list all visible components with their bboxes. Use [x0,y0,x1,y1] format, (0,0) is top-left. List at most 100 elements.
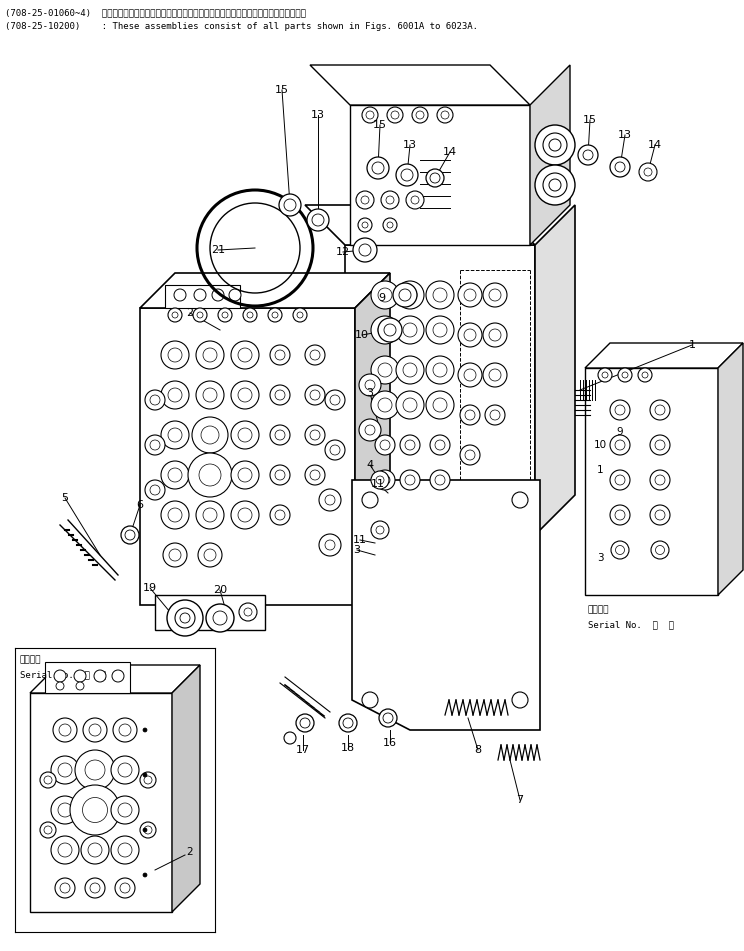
Circle shape [378,398,392,412]
Circle shape [112,670,124,682]
Polygon shape [140,273,390,308]
Circle shape [270,385,290,405]
Circle shape [238,508,252,522]
Circle shape [231,461,259,489]
Circle shape [483,283,507,307]
Circle shape [168,508,182,522]
Polygon shape [305,205,535,245]
Text: 12: 12 [336,247,350,257]
Circle shape [400,435,420,455]
Circle shape [485,405,505,425]
Circle shape [161,421,189,449]
Circle shape [615,510,625,520]
Circle shape [610,505,630,525]
Circle shape [198,543,222,567]
Text: 11: 11 [353,535,367,545]
Circle shape [169,549,181,561]
Circle shape [362,492,378,508]
Circle shape [168,308,182,322]
Polygon shape [172,665,200,912]
Circle shape [284,732,296,744]
Circle shape [231,501,259,529]
Text: 8: 8 [475,745,481,755]
Circle shape [163,543,187,567]
Circle shape [121,526,139,544]
Circle shape [343,718,353,728]
Circle shape [58,803,72,817]
Circle shape [400,470,420,490]
Circle shape [279,194,301,216]
Text: 17: 17 [296,745,310,755]
Polygon shape [535,205,575,535]
Text: 15: 15 [373,120,387,130]
Circle shape [275,350,285,360]
Text: 7: 7 [516,795,524,805]
Circle shape [362,692,378,708]
Circle shape [305,425,325,445]
Text: 適用号機: 適用号機 [20,655,42,664]
Polygon shape [310,65,530,105]
Circle shape [650,435,670,455]
Text: 21: 21 [211,245,225,255]
Circle shape [655,405,665,415]
Text: 6: 6 [136,500,144,510]
Circle shape [615,440,625,450]
Circle shape [396,391,424,419]
Circle shape [405,475,415,485]
Circle shape [218,308,232,322]
Circle shape [602,372,608,378]
Circle shape [535,165,575,205]
Circle shape [94,670,106,682]
Circle shape [458,323,482,347]
Text: 3: 3 [597,553,603,563]
Circle shape [433,288,447,302]
Text: 2: 2 [187,308,193,318]
Circle shape [243,308,257,322]
Circle shape [145,390,165,410]
Text: 9: 9 [379,293,385,303]
Circle shape [238,428,252,442]
Circle shape [396,164,418,186]
Text: 3: 3 [353,545,361,555]
Circle shape [464,329,476,341]
Circle shape [330,445,340,455]
Circle shape [650,400,670,420]
Circle shape [651,541,669,559]
Circle shape [441,111,449,119]
Text: 11: 11 [371,479,385,489]
Polygon shape [30,693,172,912]
Circle shape [618,368,632,382]
Circle shape [168,468,182,482]
Circle shape [371,521,389,539]
Circle shape [430,470,450,490]
Circle shape [83,718,107,742]
Circle shape [212,289,224,301]
Text: 15: 15 [583,115,597,125]
Circle shape [238,388,252,402]
Circle shape [167,600,203,636]
Circle shape [437,107,453,123]
Circle shape [378,288,392,302]
Circle shape [489,289,501,301]
Circle shape [433,363,447,377]
Circle shape [359,374,381,396]
Circle shape [375,435,395,455]
Circle shape [51,796,79,824]
Circle shape [275,430,285,440]
Circle shape [639,163,657,181]
Circle shape [393,283,417,307]
Circle shape [144,776,152,784]
Circle shape [386,196,394,204]
Circle shape [305,345,325,365]
Circle shape [58,763,72,777]
Circle shape [143,773,147,777]
Circle shape [458,363,482,387]
Circle shape [403,288,417,302]
Circle shape [213,611,227,625]
Text: 15: 15 [275,85,289,95]
Circle shape [222,312,228,318]
Circle shape [365,380,375,390]
Circle shape [367,157,389,179]
Circle shape [238,468,252,482]
Circle shape [168,428,182,442]
